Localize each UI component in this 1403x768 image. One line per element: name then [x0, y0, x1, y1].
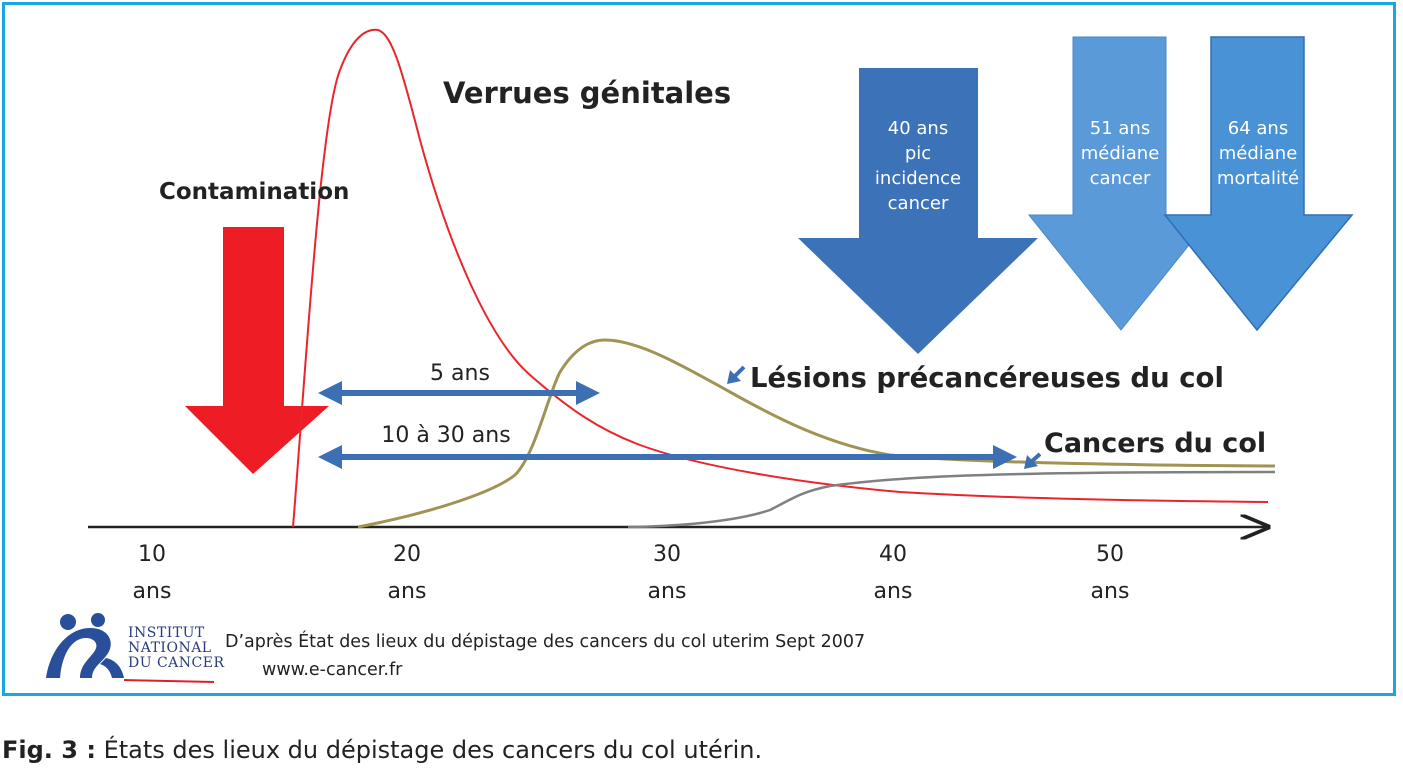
span-arrow-10-30-ans — [318, 445, 1017, 469]
milestone-text-median-mortality: 64 ans médiane mortalité — [1217, 118, 1299, 189]
svg-text:cancer: cancer — [888, 193, 949, 214]
svg-text:incidence: incidence — [875, 168, 961, 189]
svg-text:cancer: cancer — [1090, 168, 1151, 189]
span-long-label: 10 à 30 ans — [381, 423, 510, 448]
contamination-label: Contamination — [159, 179, 349, 205]
span-short-label: 5 ans — [430, 361, 490, 386]
tick-unit: ans — [133, 579, 172, 604]
tick-label: 10 — [138, 542, 166, 567]
source-url: www.e-cancer.fr — [262, 660, 403, 680]
cancers-pointer-icon — [1024, 452, 1042, 469]
milestone-arrow-median-cancer — [1027, 36, 1215, 331]
tick-label: 20 — [393, 542, 421, 567]
svg-text:40 ans: 40 ans — [888, 118, 948, 139]
figure-frame — [2, 2, 1396, 696]
axis-tick-labels: 10 ans 20 ans 30 ans 40 ans 50 ans — [133, 542, 1130, 604]
tick-unit: ans — [648, 579, 687, 604]
span-arrow-5-ans — [318, 381, 600, 405]
svg-text:mortalité: mortalité — [1217, 168, 1299, 189]
logo-wordmark: INSTITUT NATIONAL DU CANCER — [128, 625, 225, 671]
milestone-text-median-cancer: 51 ans médiane cancer — [1081, 118, 1160, 189]
tick-label: 50 — [1096, 542, 1124, 567]
tick-unit: ans — [874, 579, 913, 604]
verrues-label: Verrues génitales — [443, 76, 731, 110]
tick-label: 30 — [653, 542, 681, 567]
contamination-arrow — [185, 227, 329, 474]
svg-text:64 ans: 64 ans — [1228, 118, 1288, 139]
figure-caption: Fig. 3 : États des lieux du dépistage de… — [2, 736, 762, 764]
tick-unit: ans — [1091, 579, 1130, 604]
caption-text: États des lieux du dépistage des cancers… — [95, 736, 763, 764]
lesions-label: Lésions précancéreuses du col — [750, 362, 1224, 394]
lesions-curve — [357, 338, 1276, 529]
milestone-arrow-incidence-peak — [798, 68, 1038, 354]
milestone-text-incidence: 40 ans pic incidence cancer — [875, 118, 961, 214]
svg-text:pic: pic — [905, 143, 931, 164]
tick-unit: ans — [388, 579, 427, 604]
diagram: Verrues génitales Contamination Lésions … — [88, 28, 1354, 604]
svg-text:51 ans: 51 ans — [1090, 118, 1150, 139]
tick-label: 40 — [879, 542, 907, 567]
verrues-curve — [292, 28, 1269, 528]
milestone-arrow-median-mortality — [1163, 36, 1354, 332]
svg-text:médiane: médiane — [1081, 143, 1160, 164]
cancers-curve — [627, 470, 1276, 529]
cancers-label: Cancers du col — [1044, 428, 1266, 459]
caption-prefix: Fig. 3 : — [2, 736, 96, 764]
svg-text:médiane: médiane — [1219, 143, 1298, 164]
source-note: D’après État des lieux du dépistage des … — [225, 632, 866, 652]
lesions-pointer-icon — [727, 365, 746, 384]
institut-national-cancer-logo — [46, 613, 215, 683]
